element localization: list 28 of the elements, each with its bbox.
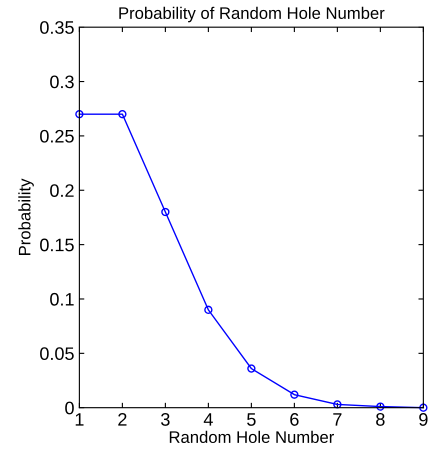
chart-title: Probability of Random Hole Number bbox=[119, 6, 384, 22]
y-tick-label: 0.2 bbox=[50, 184, 74, 197]
y-tick-label: 0.35 bbox=[40, 21, 74, 34]
y-tick-label: 0.3 bbox=[50, 75, 74, 88]
x-tick-label: 2 bbox=[118, 413, 126, 426]
y-tick-label: 0.05 bbox=[40, 347, 74, 360]
point bbox=[204, 306, 213, 314]
x-tick-label: 7 bbox=[333, 413, 342, 426]
x-tick-label: 6 bbox=[290, 413, 299, 426]
y-tick-label: 0 bbox=[65, 402, 74, 414]
x-axis-title: Random Hole Number bbox=[170, 430, 334, 444]
x-tick-label: 4 bbox=[204, 413, 213, 426]
x-tick-label: 8 bbox=[376, 413, 385, 426]
y-tick-label: 0.1 bbox=[50, 292, 74, 306]
point bbox=[376, 402, 385, 411]
x-tick-label: 3 bbox=[161, 413, 170, 426]
x-tick-label: 5 bbox=[247, 413, 256, 426]
point bbox=[118, 110, 127, 118]
x-tick-label: 9 bbox=[419, 413, 428, 426]
point bbox=[161, 208, 170, 216]
y-tick-label: 0.15 bbox=[40, 238, 74, 252]
y-axis-title: Probability bbox=[18, 178, 34, 255]
point bbox=[75, 110, 84, 118]
point bbox=[290, 390, 299, 399]
point bbox=[333, 400, 342, 409]
x-tick-label: 1 bbox=[76, 413, 84, 426]
point bbox=[247, 364, 256, 373]
y-tick-label: 0.25 bbox=[40, 130, 74, 143]
